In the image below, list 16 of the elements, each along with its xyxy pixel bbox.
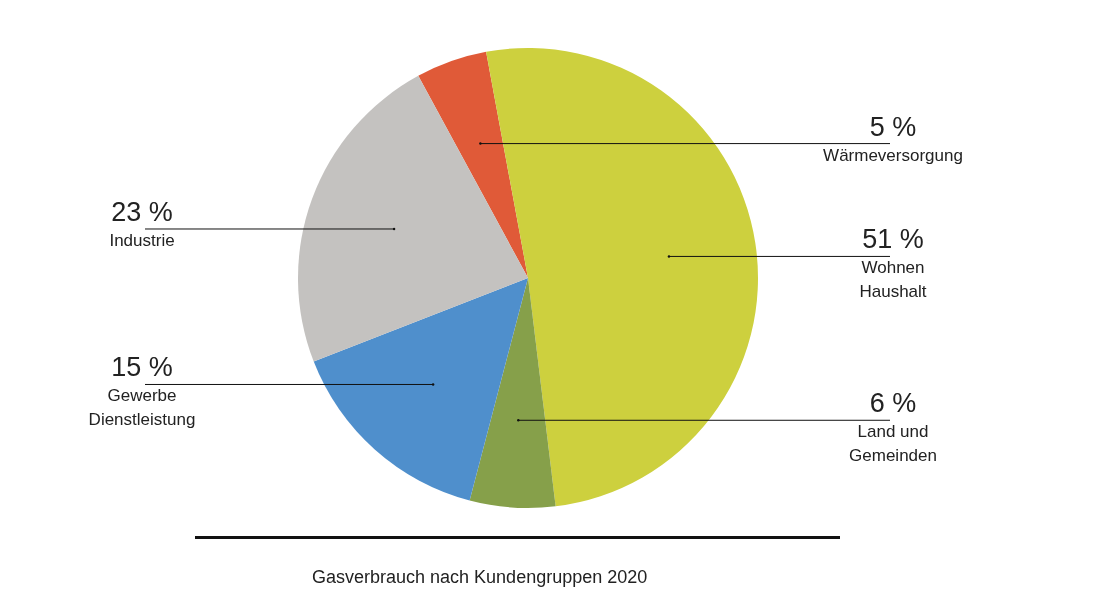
slice-label: Industrie <box>109 230 175 250</box>
data-label: 6 % <box>869 388 917 419</box>
data-label: 51 % <box>862 224 924 255</box>
data-label: 23 % <box>111 196 173 227</box>
slice-label: Wohnen Haushalt <box>859 258 927 302</box>
pie-slice <box>298 75 528 362</box>
slice-label: Land und Gemeinden <box>849 422 937 466</box>
data-label: 15 % <box>111 352 173 383</box>
slice-label: Gewerbe Dienstleistung <box>88 386 196 430</box>
pie-slice <box>469 278 556 508</box>
pie-slice <box>418 51 528 278</box>
text: Gasverbrauch nach Kundengruppen 2020 <box>312 567 648 587</box>
pie-slice <box>486 48 758 507</box>
slice-label: Wärmeversorgung <box>823 145 963 165</box>
data-label: 5 % <box>869 111 917 142</box>
pie-slice <box>313 278 528 501</box>
